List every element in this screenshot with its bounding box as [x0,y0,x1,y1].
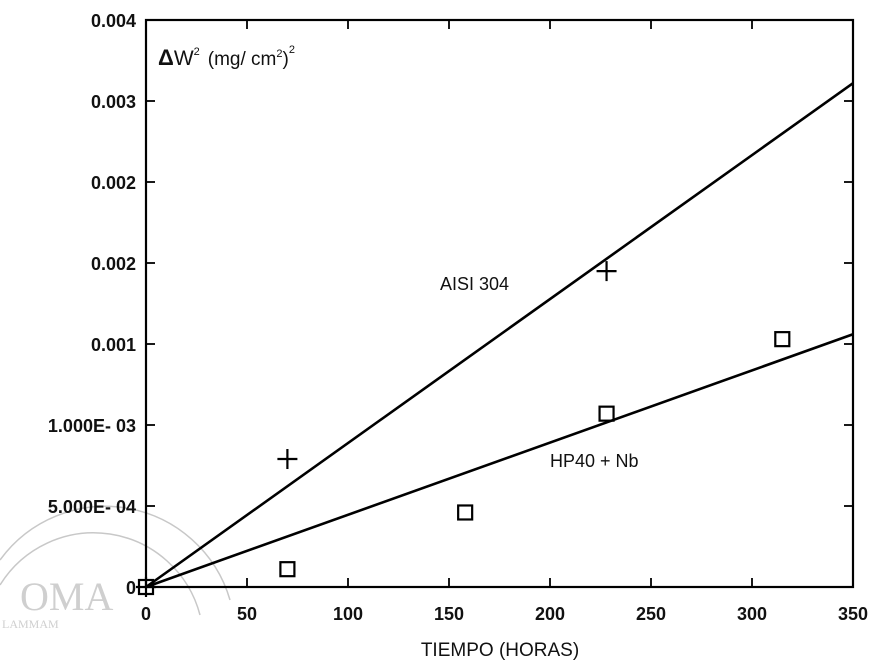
x-axis-title: TIEMPO (HORAS) [421,640,579,661]
x-tick-label: 50 [237,604,257,624]
watermark-text: OMA [20,574,113,619]
y-tick-label: 0.004 [91,11,136,31]
fit-line-hp40-nb [145,333,854,589]
y-tick-label: 0.002 [91,173,136,193]
fit-line-aisi-304 [145,82,854,589]
x-tick-label: 200 [535,604,565,624]
series-label-hp40-nb: HP40 + Nb [550,451,639,471]
y-axis-label: ΔW2 (mg/ cm2)2 [158,44,295,70]
x-tick-label: 0 [141,604,151,624]
plot-frame [144,18,855,589]
x-tick-label: 250 [636,604,666,624]
y-tick-label: 5.000E- 04 [48,497,136,517]
point-plus [596,261,617,282]
point-square [137,578,155,596]
x-tick-label: 100 [333,604,363,624]
watermark-small-text: LAMMAM [2,617,59,631]
point-square [279,561,296,578]
x-tick-label: 300 [737,604,767,624]
y-tick-label: 0.003 [91,92,136,112]
series-label-aisi-304: AISI 304 [440,274,509,294]
y-tick-label: 0.002 [91,254,136,274]
y-axis-ticks: 0 5.000E- 04 1.000E- 03 0.001 0.002 0.002 0.00… [48,11,853,598]
x-axis-ticks: 0 50 100 150 200 250 300 350 [141,20,868,624]
x-tick-label: 350 [838,604,868,624]
point-square [457,504,474,521]
y-tick-label: 0 [126,578,136,598]
x-tick-label: 150 [434,604,464,624]
data-markers [136,261,791,597]
y-tick-label: 0.001 [91,335,136,355]
watermark-seal: OMA LAMMAM [0,505,231,631]
fit-lines [145,82,854,589]
point-square [774,331,791,348]
point-square [598,405,615,422]
y-tick-label: 1.000E- 03 [48,416,136,436]
point-plus [277,449,298,470]
